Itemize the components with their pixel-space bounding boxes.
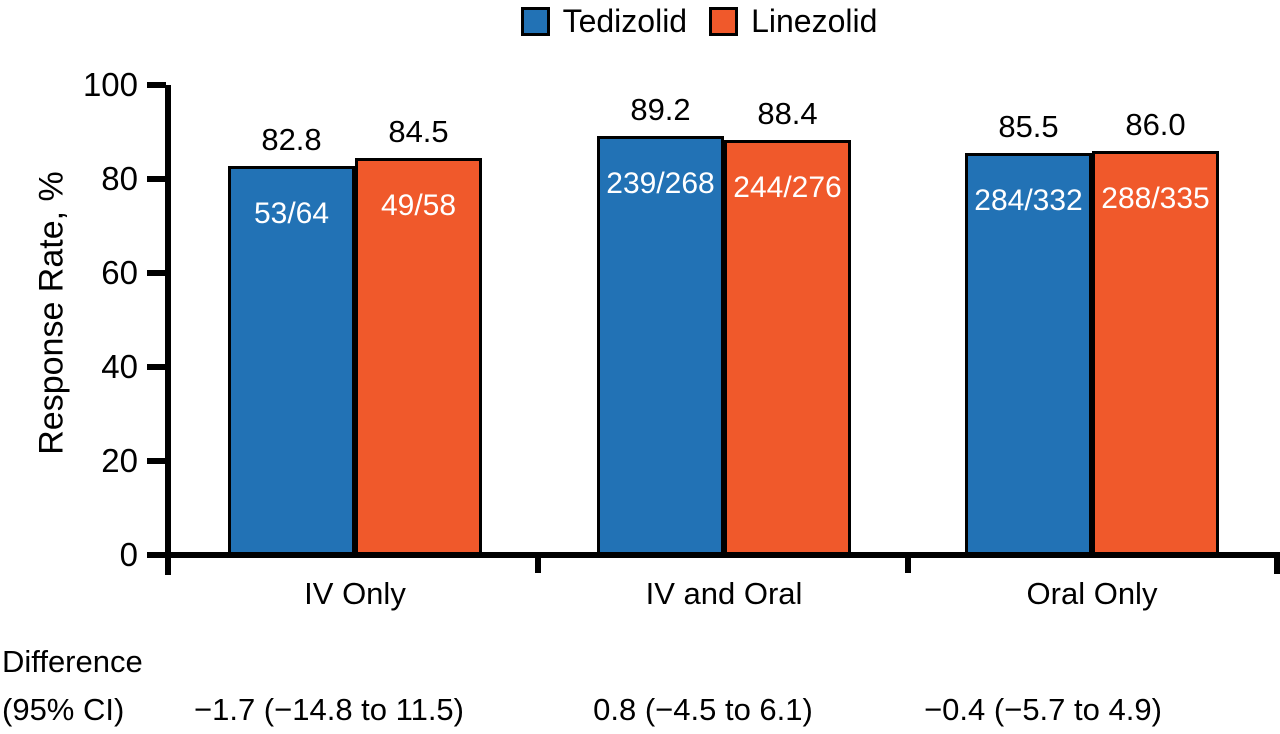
- difference-label-line2: (95% CI): [2, 692, 125, 727]
- difference-value-iv-only: −1.7 (−14.8 to 11.5): [193, 692, 464, 727]
- bar-fraction-label-linezolid-iv-only: 49/58: [380, 189, 457, 222]
- bar-fraction-label-linezolid-oral-only: 288/335: [1101, 182, 1210, 215]
- bar-value-label-tedizolid-iv-only: 82.8: [261, 122, 322, 157]
- y-tick-label: 100: [82, 66, 138, 103]
- bar-fraction-label-tedizolid-iv-and-oral: 239/268: [606, 167, 715, 200]
- bar-tedizolid-oral-only: [965, 153, 1092, 555]
- y-tick-label: 0: [119, 536, 138, 573]
- bar-value-label-tedizolid-oral-only: 85.5: [998, 109, 1059, 144]
- category-label-oral-only: Oral Only: [1026, 576, 1158, 611]
- bar-fraction-label-tedizolid-iv-only: 53/64: [253, 197, 330, 230]
- x-axis-line: [147, 552, 1280, 558]
- x-axis-separator-tick: [535, 555, 541, 573]
- bar-value-label-linezolid-iv-and-oral: 88.4: [757, 96, 818, 131]
- bar-value-label-linezolid-iv-only: 84.5: [388, 114, 449, 149]
- y-axis-line: [165, 85, 171, 575]
- linezolid-color-swatch: [709, 6, 739, 36]
- difference-value-iv-and-oral: 0.8 (−4.5 to 6.1): [593, 692, 813, 727]
- difference-value-oral-only: −0.4 (−5.7 to 4.9): [924, 692, 1162, 727]
- y-tick: [147, 176, 166, 182]
- legend-label-linezolid: Linezolid: [751, 3, 878, 39]
- legend-item-linezolid: Linezolid: [709, 3, 877, 39]
- y-tick-label: 40: [101, 348, 138, 385]
- y-tick-label: 60: [101, 254, 138, 291]
- difference-label-line1: Difference: [2, 644, 143, 679]
- y-tick: [147, 458, 166, 464]
- bar-tedizolid-iv-and-oral: [597, 136, 724, 555]
- y-tick: [147, 364, 166, 370]
- bar-value-label-linezolid-oral-only: 86.0: [1125, 107, 1186, 142]
- tedizolid-color-swatch: [520, 6, 550, 36]
- bar-fraction-label-linezolid-iv-and-oral: 244/276: [733, 171, 842, 204]
- bar-tedizolid-iv-only: [228, 166, 355, 555]
- y-tick: [147, 552, 166, 558]
- y-tick-label: 20: [101, 442, 138, 479]
- legend-item-tedizolid: Tedizolid: [520, 3, 688, 39]
- x-axis-separator-tick: [905, 555, 911, 573]
- bar-linezolid-iv-only: [355, 158, 482, 555]
- bar-linezolid-iv-and-oral: [724, 140, 851, 555]
- difference-row-label: Difference (95% CI): [2, 638, 143, 734]
- bar-value-label-tedizolid-iv-and-oral: 89.2: [630, 92, 691, 127]
- chart-legend: Tedizolid Linezolid: [0, 3, 1280, 39]
- y-axis-title: Response Rate, %: [32, 171, 71, 455]
- category-label-iv-only: IV Only: [304, 576, 406, 611]
- bar-linezolid-oral-only: [1092, 151, 1219, 555]
- category-label-iv-and-oral: IV and Oral: [645, 576, 803, 611]
- y-tick-label: 80: [101, 160, 138, 197]
- y-tick: [147, 270, 166, 276]
- bar-fraction-label-tedizolid-oral-only: 284/332: [974, 184, 1083, 217]
- legend-label-tedizolid: Tedizolid: [562, 3, 688, 39]
- x-axis-end-tick: [1274, 552, 1280, 574]
- y-tick: [147, 82, 166, 88]
